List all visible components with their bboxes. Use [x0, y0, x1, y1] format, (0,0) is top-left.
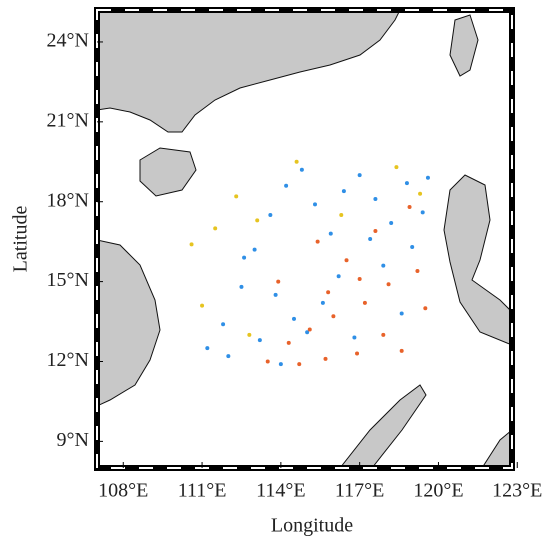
point — [404, 181, 409, 186]
y-tick-label: 18°N — [47, 189, 89, 211]
point — [357, 173, 362, 178]
vietnam — [97, 239, 161, 407]
x-tick-label: 117°E — [335, 480, 384, 502]
point — [326, 290, 331, 295]
hainan — [139, 147, 197, 197]
point — [352, 335, 357, 340]
point — [323, 356, 328, 361]
point — [418, 191, 423, 196]
x-tick-label: 108°E — [98, 480, 148, 502]
point — [239, 284, 244, 289]
y-tick-label: 15°N — [47, 269, 89, 291]
point — [344, 258, 349, 263]
point — [341, 189, 346, 194]
point — [291, 316, 296, 321]
point — [252, 247, 257, 252]
point — [368, 237, 373, 241]
point — [357, 276, 362, 281]
point — [189, 242, 194, 247]
y-tick-label: 12°N — [47, 349, 89, 371]
point — [410, 244, 415, 249]
point — [305, 330, 310, 335]
china — [97, 10, 401, 133]
points — [189, 159, 430, 367]
point — [213, 226, 218, 231]
point — [399, 311, 404, 316]
point — [373, 197, 378, 202]
point — [297, 362, 302, 367]
point — [420, 210, 425, 215]
point — [299, 167, 304, 172]
y-tick-label: 24°N — [47, 30, 89, 52]
point — [200, 303, 205, 308]
x-axis-label: Longitude — [271, 515, 353, 537]
x-tick-label: 114°E — [256, 480, 305, 502]
point — [381, 263, 386, 268]
y-tick-label: 21°N — [47, 109, 89, 131]
land — [97, 10, 512, 468]
point — [362, 300, 367, 305]
point — [284, 183, 289, 188]
point — [255, 218, 260, 223]
y-axis-label: Latitude — [10, 206, 32, 273]
x-tick-label: 123°E — [492, 480, 542, 502]
point — [294, 159, 299, 164]
luzon — [443, 174, 512, 346]
x-tick-label: 120°E — [413, 480, 463, 502]
point — [331, 314, 336, 319]
point — [394, 165, 399, 170]
point — [226, 354, 231, 359]
x-tick-label: 111°E — [178, 480, 227, 502]
y-tick-label: 9°N — [57, 429, 89, 451]
point — [381, 332, 386, 337]
point — [423, 306, 428, 311]
point — [221, 322, 226, 327]
point — [313, 202, 318, 207]
frame-dashes — [96, 9, 513, 469]
point — [307, 327, 312, 332]
point — [278, 362, 283, 367]
point — [205, 346, 210, 351]
point — [399, 348, 404, 353]
point — [339, 213, 344, 218]
point — [257, 338, 262, 343]
point — [415, 268, 420, 273]
point — [265, 359, 270, 364]
point — [373, 229, 378, 234]
point — [234, 194, 239, 199]
point — [320, 300, 325, 305]
point — [276, 279, 281, 284]
point — [328, 231, 333, 236]
point — [386, 282, 391, 287]
point — [407, 205, 412, 210]
borneo — [481, 429, 512, 468]
point — [286, 340, 291, 345]
taiwan — [449, 14, 479, 77]
palawan — [339, 384, 427, 468]
point — [336, 274, 341, 279]
point — [425, 175, 430, 180]
point — [315, 239, 320, 244]
point — [268, 213, 273, 218]
point — [389, 221, 394, 226]
point — [247, 332, 252, 337]
point — [242, 255, 247, 260]
point — [273, 292, 278, 297]
point — [355, 351, 360, 356]
